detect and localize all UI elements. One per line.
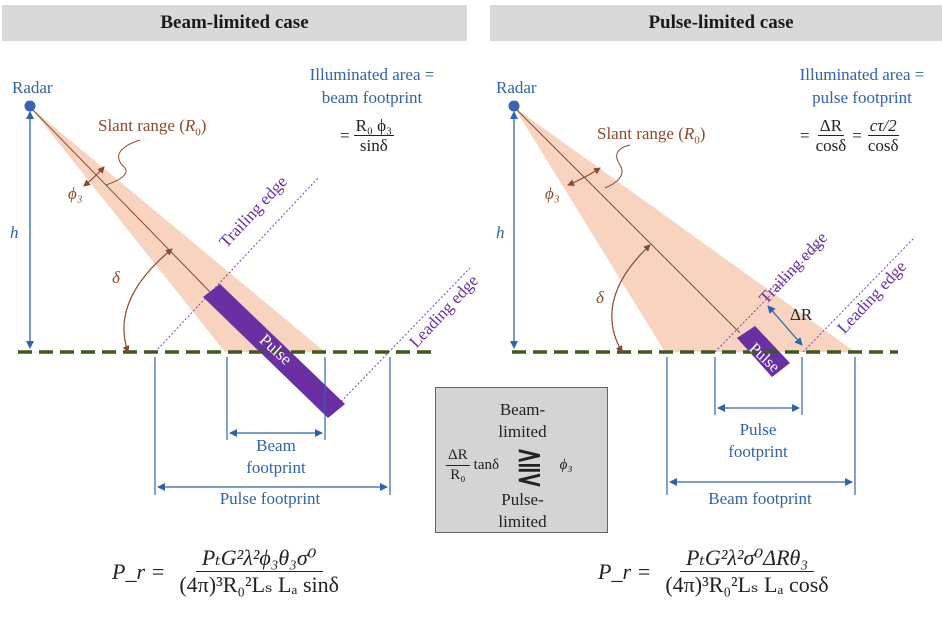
left-slant-range-label: Slant range (R0) — [98, 116, 206, 142]
left-eq-lhs: P_r = — [112, 558, 166, 584]
left-power-equation: P_r = PₜG²λ²ϕ₃θ₃σ⁰ (4π)³R₀²Lₛ Lₐ sinδ — [112, 545, 345, 598]
left-slant-pointer — [105, 139, 141, 186]
criterion-compare-symbol: ⪌ — [515, 446, 544, 484]
left-slant-sub: 0 — [195, 126, 201, 139]
left-beam-footprint-line2: footprint — [246, 458, 306, 477]
right-trailing-edge-line — [714, 243, 821, 353]
left-eq-den: (4π)³R₀²Lₛ Lₐ sinδ — [179, 572, 339, 597]
criterion-top-line1: Beam- — [499, 400, 546, 419]
left-radar-dot — [24, 100, 36, 112]
left-slant-var: R — [184, 116, 196, 135]
right-slant-sub: 0 — [694, 134, 700, 147]
left-slant-text: Slant range ( — [98, 116, 185, 135]
criterion-bottom-line1: Pulse- — [501, 490, 544, 509]
right-illum-line1: Illuminated area = — [799, 65, 925, 84]
left-eq-frac: PₜG²λ²ϕ₃θ₃σ⁰ (4π)³R₀²Lₛ Lₐ sinδ — [173, 545, 345, 598]
right-slant-var: R — [683, 124, 695, 143]
right-slant-pointer — [604, 144, 631, 189]
right-illum-num1: ΔR — [817, 116, 845, 136]
criterion-frac-num: ΔR — [446, 446, 470, 466]
criterion-box: Beam- limited ΔR R₀ tanδ ⪌ ϕ₃ Pulse- lim… — [435, 387, 608, 533]
right-illum-eq1: = — [800, 126, 810, 145]
right-radar-label: Radar — [496, 78, 537, 97]
right-phi3-label: ϕ₃ — [545, 184, 560, 203]
left-radar-label: Radar — [12, 78, 53, 97]
right-leading-edge-line — [802, 236, 916, 353]
criterion-frac-den: R₀ — [450, 467, 466, 483]
left-illum-frac: R₀ ϕ₃ sinδ — [353, 116, 394, 155]
criterion-phi3: ϕ₃ — [559, 457, 573, 473]
right-h-label: h — [496, 223, 505, 242]
left-illum-eq: = — [340, 126, 350, 145]
right-delta-arc — [611, 244, 651, 353]
criterion-tan: tanδ — [473, 457, 500, 473]
left-illum-line2: beam footprint — [321, 88, 423, 107]
left-slant-close: ) — [200, 116, 207, 135]
left-illum-line1: Illuminated area = — [309, 65, 435, 84]
right-illum-frac1: ΔR cosδ — [814, 116, 849, 155]
left-phi3-label: ϕ₃ — [68, 184, 83, 203]
left-beam-cone — [30, 107, 325, 352]
right-slant-line — [513, 106, 741, 334]
right-illum-num2: cτ/2 — [867, 116, 899, 136]
beam-limited-header: Beam-limited case — [2, 5, 467, 41]
right-delta-label: δ — [596, 288, 604, 307]
right-illum-formula: = ΔR cosδ = cτ/2 cosδ — [800, 116, 901, 155]
right-illum-den1: cosδ — [815, 136, 847, 155]
left-illum-formula: = R₀ ϕ₃ sinδ — [340, 116, 394, 155]
right-power-equation: P_r = PₜG²λ²σ⁰ΔRθ₃ (4π)³R₀²Lₛ Lₐ cosδ — [598, 545, 835, 598]
right-pulse-bar — [737, 326, 790, 377]
left-delta-arc — [122, 248, 173, 353]
left-h-label: h — [10, 223, 19, 242]
right-slant-range-label: Slant range (R0) — [597, 124, 705, 150]
right-illum-eq2: = — [852, 126, 862, 145]
right-pulse-footprint-line1: Pulse — [739, 420, 777, 439]
right-eq-num: PₜG²λ²σ⁰ΔRθ₃ — [680, 545, 814, 572]
left-phi-arc — [83, 166, 105, 187]
right-radar-dot — [508, 100, 520, 112]
right-slant-text: Slant range ( — [597, 124, 684, 143]
left-beam-footprint-line1: Beam — [256, 436, 296, 455]
criterion-expression: ΔR R₀ tanδ ⪌ ϕ₃ — [446, 446, 573, 485]
left-pulse-footprint-label: Pulse footprint — [219, 489, 321, 508]
criterion-frac: ΔR R₀ — [446, 446, 470, 485]
right-eq-frac: PₜG²λ²σ⁰ΔRθ₃ (4π)³R₀²Lₛ Lₐ cosδ — [659, 545, 834, 598]
right-illum-den2: cosδ — [867, 136, 899, 155]
left-slant-line — [29, 106, 214, 296]
left-leading-edge-line — [329, 267, 471, 414]
right-phi-arc — [567, 167, 601, 186]
right-eq-lhs: P_r = — [598, 558, 652, 584]
left-delta-label: δ — [112, 268, 120, 287]
right-illum-frac2: cτ/2 cosδ — [866, 116, 901, 155]
right-delta-r-arrow — [767, 305, 803, 346]
pulse-limited-header: Pulse-limited case — [490, 5, 942, 41]
right-slant-close: ) — [699, 124, 706, 143]
criterion-top-line2: limited — [498, 422, 547, 441]
left-illum-num: R₀ ϕ₃ — [353, 116, 394, 136]
right-eq-den: (4π)³R₀²Lₛ Lₐ cosδ — [665, 572, 829, 597]
left-illum-den: sinδ — [359, 136, 388, 155]
criterion-bottom-line2: limited — [498, 512, 547, 531]
left-eq-num: PₜG²λ²ϕ₃θ₃σ⁰ — [195, 545, 323, 572]
right-pulse-footprint-line2: footprint — [728, 442, 788, 461]
right-beam-footprint-label: Beam footprint — [708, 489, 812, 508]
right-delta-r-label: ΔR — [790, 305, 813, 324]
right-illum-line2: pulse footprint — [812, 88, 912, 107]
